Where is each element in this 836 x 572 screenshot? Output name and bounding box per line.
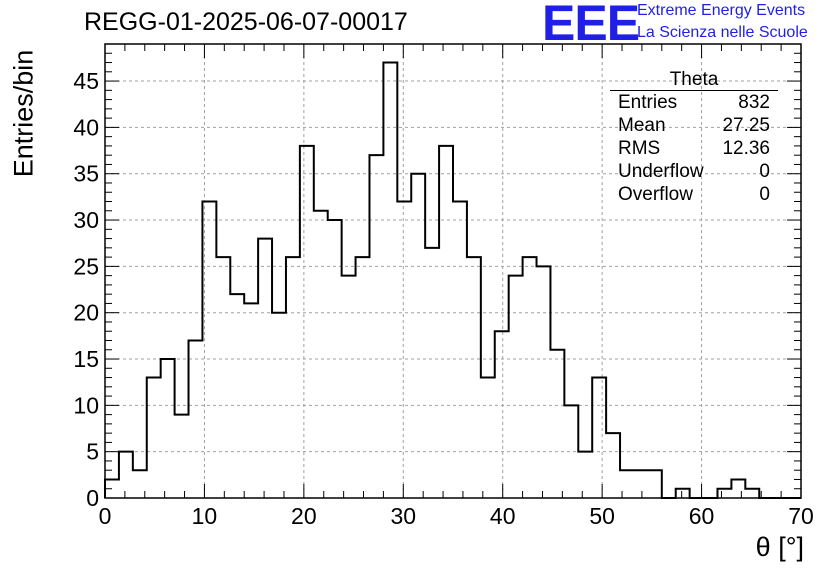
- histogram-bin: [550, 350, 564, 498]
- histogram-bin: [676, 489, 690, 498]
- stats-value: 0: [759, 184, 770, 205]
- histogram-bin: [425, 248, 439, 498]
- histogram-bin: [731, 479, 745, 498]
- y-tick-label: 45: [73, 68, 99, 94]
- histogram-bin: [717, 489, 731, 498]
- run-title: REGG-01-2025-06-07-00017: [84, 8, 408, 36]
- histogram-bin: [369, 155, 383, 498]
- stats-value: 27.25: [722, 115, 770, 136]
- stats-box: Theta Entries 832 Mean 27.25 RMS 12.36 Unde…: [610, 70, 778, 206]
- x-tick-label: 10: [192, 503, 218, 529]
- y-tick-label: 15: [73, 346, 99, 372]
- histogram-bin: [467, 257, 481, 498]
- histogram-bin: [286, 257, 300, 498]
- histogram-bin: [272, 313, 286, 498]
- histogram-bin: [634, 470, 648, 498]
- histogram-bin: [356, 257, 370, 498]
- stats-row: Overflow 0: [610, 183, 778, 206]
- histogram-bin: [147, 378, 161, 498]
- histogram-bin: [564, 405, 578, 498]
- plot-frame: [104, 43, 802, 499]
- logo-caption-line2: La Scienza nelle Scuole: [637, 24, 808, 41]
- stats-row: Entries 832: [610, 91, 778, 114]
- histogram-bin: [244, 303, 258, 498]
- stats-label: Entries: [618, 92, 678, 113]
- x-axis-label: θ [°]: [755, 532, 804, 562]
- histogram-bin: [383, 63, 397, 498]
- stats-value: 0: [759, 161, 770, 182]
- stats-title: Theta: [610, 70, 778, 91]
- histogram-bin: [453, 202, 467, 498]
- histogram-bin: [175, 415, 189, 498]
- histogram-bin: [592, 378, 606, 498]
- x-tick-label: 50: [589, 503, 615, 529]
- x-tick-label: 20: [291, 503, 317, 529]
- histogram-bin: [397, 202, 411, 498]
- histogram-bin: [648, 470, 662, 498]
- y-tick-label: 35: [73, 161, 99, 187]
- histogram-bin: [300, 146, 314, 498]
- x-tick-label: 30: [390, 503, 416, 529]
- histogram-bin: [202, 202, 216, 498]
- y-tick-label: 10: [73, 392, 99, 418]
- stats-value: 12.36: [722, 138, 770, 159]
- y-tick-label: 20: [73, 300, 99, 326]
- histogram-bin: [523, 257, 537, 498]
- histogram-bin: [606, 433, 620, 498]
- histogram-bin: [258, 239, 272, 498]
- histogram-bin: [620, 470, 634, 498]
- histogram-bin: [189, 340, 203, 498]
- y-tick-label: 5: [86, 439, 99, 465]
- histogram-bin: [230, 294, 244, 498]
- histogram-bin: [105, 479, 119, 498]
- histogram-bin: [439, 146, 453, 498]
- stats-label: Mean: [618, 115, 666, 136]
- stats-row: RMS 12.36: [610, 137, 778, 160]
- histogram-bin: [216, 257, 230, 498]
- x-tick-label: 40: [490, 503, 516, 529]
- stats-row: Mean 27.25: [610, 114, 778, 137]
- histogram-bin: [119, 452, 133, 498]
- y-tick-label: 40: [73, 114, 99, 140]
- stats-value: 832: [738, 92, 770, 113]
- histogram-bin: [745, 489, 759, 498]
- x-tick-label: 0: [99, 503, 112, 529]
- y-tick-label: 0: [86, 485, 99, 511]
- histogram-bin: [481, 378, 495, 498]
- histogram-bin: [161, 359, 175, 498]
- stats-label: Overflow: [618, 184, 693, 205]
- histogram-bin: [133, 470, 147, 498]
- logo-caption-line1: Extreme Energy Events: [637, 2, 806, 19]
- histogram-bin: [342, 276, 356, 498]
- eee-logo: EEE: [542, 0, 640, 51]
- histogram-bin: [578, 452, 592, 498]
- histogram-bin: [537, 266, 551, 498]
- y-tick-label: 25: [73, 253, 99, 279]
- histogram-bin: [509, 276, 523, 498]
- stats-label: RMS: [618, 138, 661, 159]
- histogram-bin: [495, 331, 509, 498]
- histogram-bin: [411, 174, 425, 498]
- histogram-bin: [314, 211, 328, 498]
- histogram-bin: [328, 220, 342, 498]
- stats-row: Underflow 0: [610, 160, 778, 183]
- x-tick-label: 60: [689, 503, 715, 529]
- stats-label: Underflow: [618, 161, 704, 182]
- y-tick-label: 30: [73, 207, 99, 233]
- x-tick-label: 70: [788, 503, 814, 529]
